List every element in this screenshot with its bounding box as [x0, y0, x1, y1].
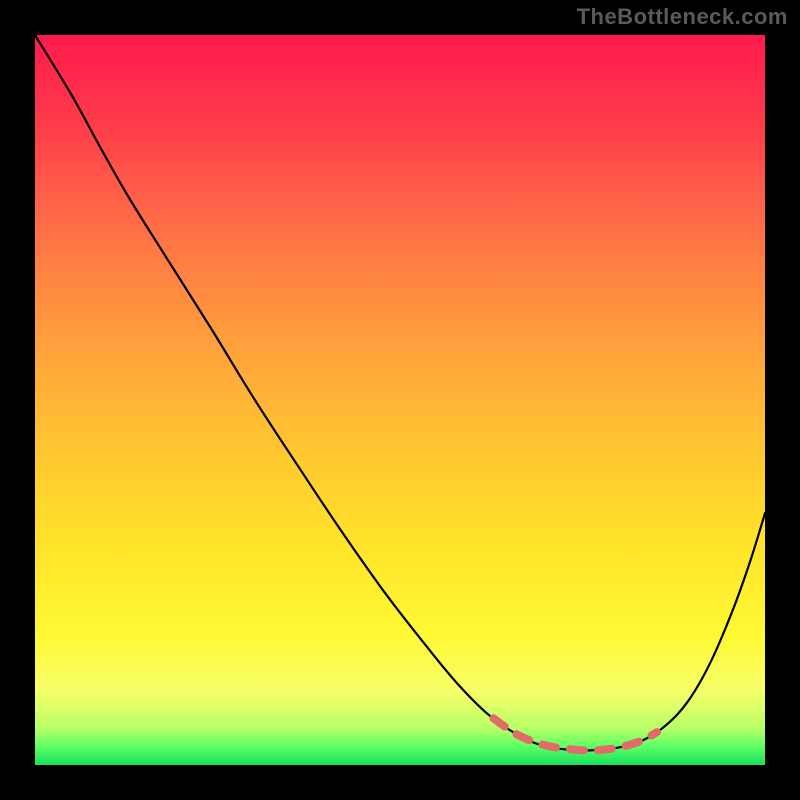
curve-layer	[35, 35, 765, 765]
chart-container: TheBottleneck.com	[0, 0, 800, 800]
highlight-segment	[493, 718, 657, 750]
plot-area	[35, 35, 765, 765]
main-curve	[35, 35, 765, 750]
watermark-text: TheBottleneck.com	[577, 4, 788, 30]
